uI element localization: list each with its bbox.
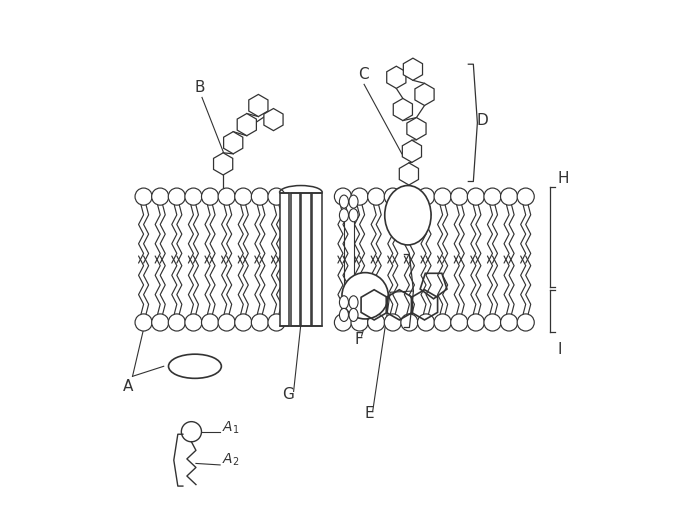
Polygon shape [237, 114, 256, 136]
Circle shape [218, 188, 235, 205]
Ellipse shape [349, 308, 358, 322]
Circle shape [468, 314, 484, 331]
Ellipse shape [385, 185, 431, 245]
Ellipse shape [349, 296, 358, 309]
Circle shape [398, 185, 418, 206]
Ellipse shape [340, 308, 349, 322]
Circle shape [351, 188, 368, 205]
Text: $A_2$: $A_2$ [222, 451, 239, 468]
Circle shape [517, 314, 534, 331]
Circle shape [268, 314, 285, 331]
Circle shape [135, 188, 152, 205]
Circle shape [434, 314, 452, 331]
Text: A: A [122, 379, 133, 394]
Ellipse shape [349, 195, 358, 208]
Text: I: I [557, 342, 562, 357]
Bar [302, 192, 311, 326]
Circle shape [401, 188, 418, 205]
Ellipse shape [349, 209, 358, 222]
Text: F: F [354, 331, 363, 347]
Circle shape [500, 314, 517, 331]
Bar [280, 192, 289, 326]
Circle shape [181, 421, 202, 442]
Circle shape [234, 314, 252, 331]
Polygon shape [399, 163, 419, 185]
Polygon shape [407, 118, 426, 139]
Circle shape [251, 188, 268, 205]
Circle shape [500, 188, 517, 205]
Circle shape [517, 188, 534, 205]
Polygon shape [214, 153, 232, 175]
Circle shape [468, 188, 484, 205]
Text: G: G [282, 387, 294, 402]
Circle shape [202, 188, 218, 205]
Circle shape [202, 314, 218, 331]
Circle shape [384, 314, 401, 331]
Circle shape [268, 188, 285, 205]
Circle shape [168, 314, 186, 331]
Circle shape [451, 188, 468, 205]
Polygon shape [264, 108, 283, 131]
Circle shape [368, 188, 385, 205]
Polygon shape [223, 132, 243, 154]
Text: $A_1$: $A_1$ [222, 420, 239, 436]
Circle shape [251, 314, 268, 331]
Polygon shape [402, 140, 421, 162]
Polygon shape [386, 66, 406, 89]
Polygon shape [248, 94, 268, 117]
Circle shape [484, 188, 501, 205]
Text: H: H [557, 171, 569, 186]
Circle shape [417, 314, 435, 331]
Text: C: C [358, 67, 369, 82]
Ellipse shape [340, 209, 349, 222]
Circle shape [384, 188, 401, 205]
Circle shape [218, 314, 235, 331]
Circle shape [185, 314, 202, 331]
Text: D: D [477, 112, 489, 128]
Ellipse shape [340, 195, 349, 208]
Circle shape [401, 314, 418, 331]
Bar [312, 192, 322, 326]
Circle shape [185, 188, 202, 205]
Circle shape [434, 188, 452, 205]
Polygon shape [403, 58, 423, 80]
Ellipse shape [342, 273, 388, 319]
Circle shape [484, 314, 501, 331]
Circle shape [152, 314, 169, 331]
Polygon shape [415, 83, 434, 105]
Circle shape [335, 188, 351, 205]
Text: E: E [364, 406, 374, 421]
Circle shape [234, 188, 252, 205]
Circle shape [451, 314, 468, 331]
Circle shape [335, 314, 351, 331]
Circle shape [168, 188, 186, 205]
Circle shape [368, 314, 385, 331]
Text: B: B [195, 80, 205, 95]
Bar [290, 192, 300, 326]
Polygon shape [393, 98, 412, 121]
Ellipse shape [340, 296, 349, 309]
Circle shape [351, 314, 368, 331]
Circle shape [152, 188, 169, 205]
Circle shape [417, 188, 435, 205]
Circle shape [135, 314, 152, 331]
